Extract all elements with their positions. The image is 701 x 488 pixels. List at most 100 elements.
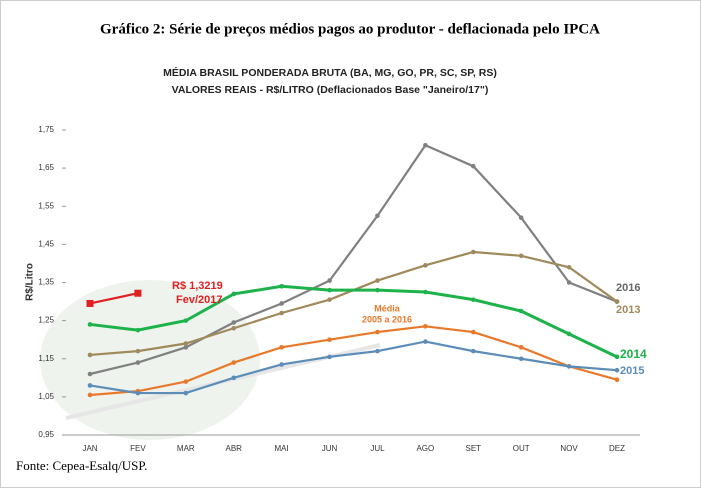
marker: [135, 360, 141, 365]
x-tick-label: AGO: [416, 444, 434, 453]
marker: [279, 362, 284, 367]
x-tick-label: NOV: [560, 444, 578, 453]
marker: [566, 331, 572, 337]
marker: [423, 324, 428, 329]
marker: [327, 337, 332, 342]
x-tick-label: SET: [465, 444, 481, 453]
marker: [614, 354, 620, 360]
marker: [87, 352, 93, 358]
marker: [183, 390, 189, 396]
decoration: [40, 280, 260, 440]
marker: [183, 341, 189, 346]
marker: [231, 325, 237, 331]
series-label: 2016: [616, 282, 640, 294]
marker: [470, 329, 476, 335]
marker: [327, 287, 332, 293]
marker: [566, 264, 572, 270]
marker: [279, 310, 284, 316]
marker: [375, 329, 380, 335]
series-line: [89, 325, 618, 397]
y-tick-label: 1,35: [38, 278, 54, 287]
marker: [470, 348, 476, 354]
annotation: 2005 a 2016: [362, 314, 412, 324]
marker: [470, 249, 476, 255]
marker: [327, 354, 332, 360]
marker: [279, 345, 284, 350]
marker: [135, 348, 141, 354]
marker: [518, 308, 524, 314]
marker: [135, 390, 141, 396]
marker: [614, 299, 620, 304]
marker: [470, 297, 476, 302]
x-tick-label: JUL: [370, 444, 385, 453]
y-axis-label: R$/Litro: [25, 263, 36, 301]
series-line: [89, 143, 618, 376]
annotation: Fev/2017: [176, 294, 222, 306]
series-label: 2015: [620, 365, 644, 377]
y-tick-label: 1,55: [38, 201, 54, 210]
x-tick-label: DEZ: [609, 444, 625, 453]
title: Gráfico 2: Série de preços médios pagos …: [100, 21, 600, 37]
marker: [375, 348, 380, 354]
marker: [231, 360, 237, 365]
marker: [518, 356, 524, 362]
marker: [183, 379, 189, 384]
subtitle: MÉDIA BRASIL PONDERADA BRUTA (BA, MG, GO…: [163, 66, 497, 79]
source: Fonte: Cepea-Esalq/USP.: [16, 458, 147, 473]
x-tick-label: OUT: [513, 444, 530, 453]
x-tick-label: ABR: [226, 444, 243, 453]
marker: [614, 367, 620, 373]
series-line: [89, 340, 618, 395]
y-tick-label: 1,65: [38, 163, 54, 172]
marker: [87, 371, 93, 377]
marker: [327, 278, 332, 283]
marker: [423, 142, 428, 148]
marker: [231, 291, 237, 297]
series-label: 2014: [620, 347, 647, 361]
marker: [183, 318, 189, 323]
marker: [518, 215, 524, 220]
series-line: [89, 284, 618, 359]
marker: [231, 320, 237, 325]
y-tick-label: 1,05: [38, 392, 54, 401]
marker: [566, 280, 572, 285]
marker: [423, 289, 428, 295]
series-label: Média: [374, 303, 401, 313]
x-tick-label: FEV: [130, 444, 146, 453]
marker: [279, 284, 284, 289]
y-tick-label: 1,75: [38, 125, 54, 134]
marker: [518, 345, 524, 350]
marker: [423, 263, 428, 268]
marker: [87, 322, 93, 327]
series-label: 2013: [616, 304, 640, 316]
marker: [231, 375, 237, 381]
marker: [566, 364, 572, 369]
marker: [375, 278, 380, 283]
series-line: [89, 292, 139, 305]
marker: [375, 213, 380, 219]
marker: [423, 339, 428, 344]
y-tick-label: 0,95: [38, 430, 54, 439]
data-label: R$ 1,3219: [172, 280, 223, 292]
marker: [279, 301, 284, 306]
marker: [518, 253, 524, 259]
y-tick-label: 1,45: [38, 239, 54, 248]
marker: [134, 289, 142, 297]
marker: [87, 392, 93, 398]
marker: [135, 327, 141, 333]
marker: [375, 287, 380, 293]
subtitle: VALORES REAIS - R$/LITRO (Deflacionados …: [172, 84, 489, 96]
marker: [614, 377, 620, 383]
x-tick-label: JAN: [82, 444, 97, 453]
x-tick-label: MAR: [177, 444, 195, 453]
marker: [327, 297, 332, 302]
marker: [470, 163, 476, 169]
marker: [86, 299, 94, 307]
marker: [87, 383, 93, 388]
y-tick-label: 1,15: [38, 354, 54, 363]
x-tick-label: JUN: [322, 444, 338, 453]
marker: [183, 345, 189, 350]
x-tick-label: MAI: [275, 444, 289, 453]
y-tick-label: 1,25: [38, 316, 54, 325]
